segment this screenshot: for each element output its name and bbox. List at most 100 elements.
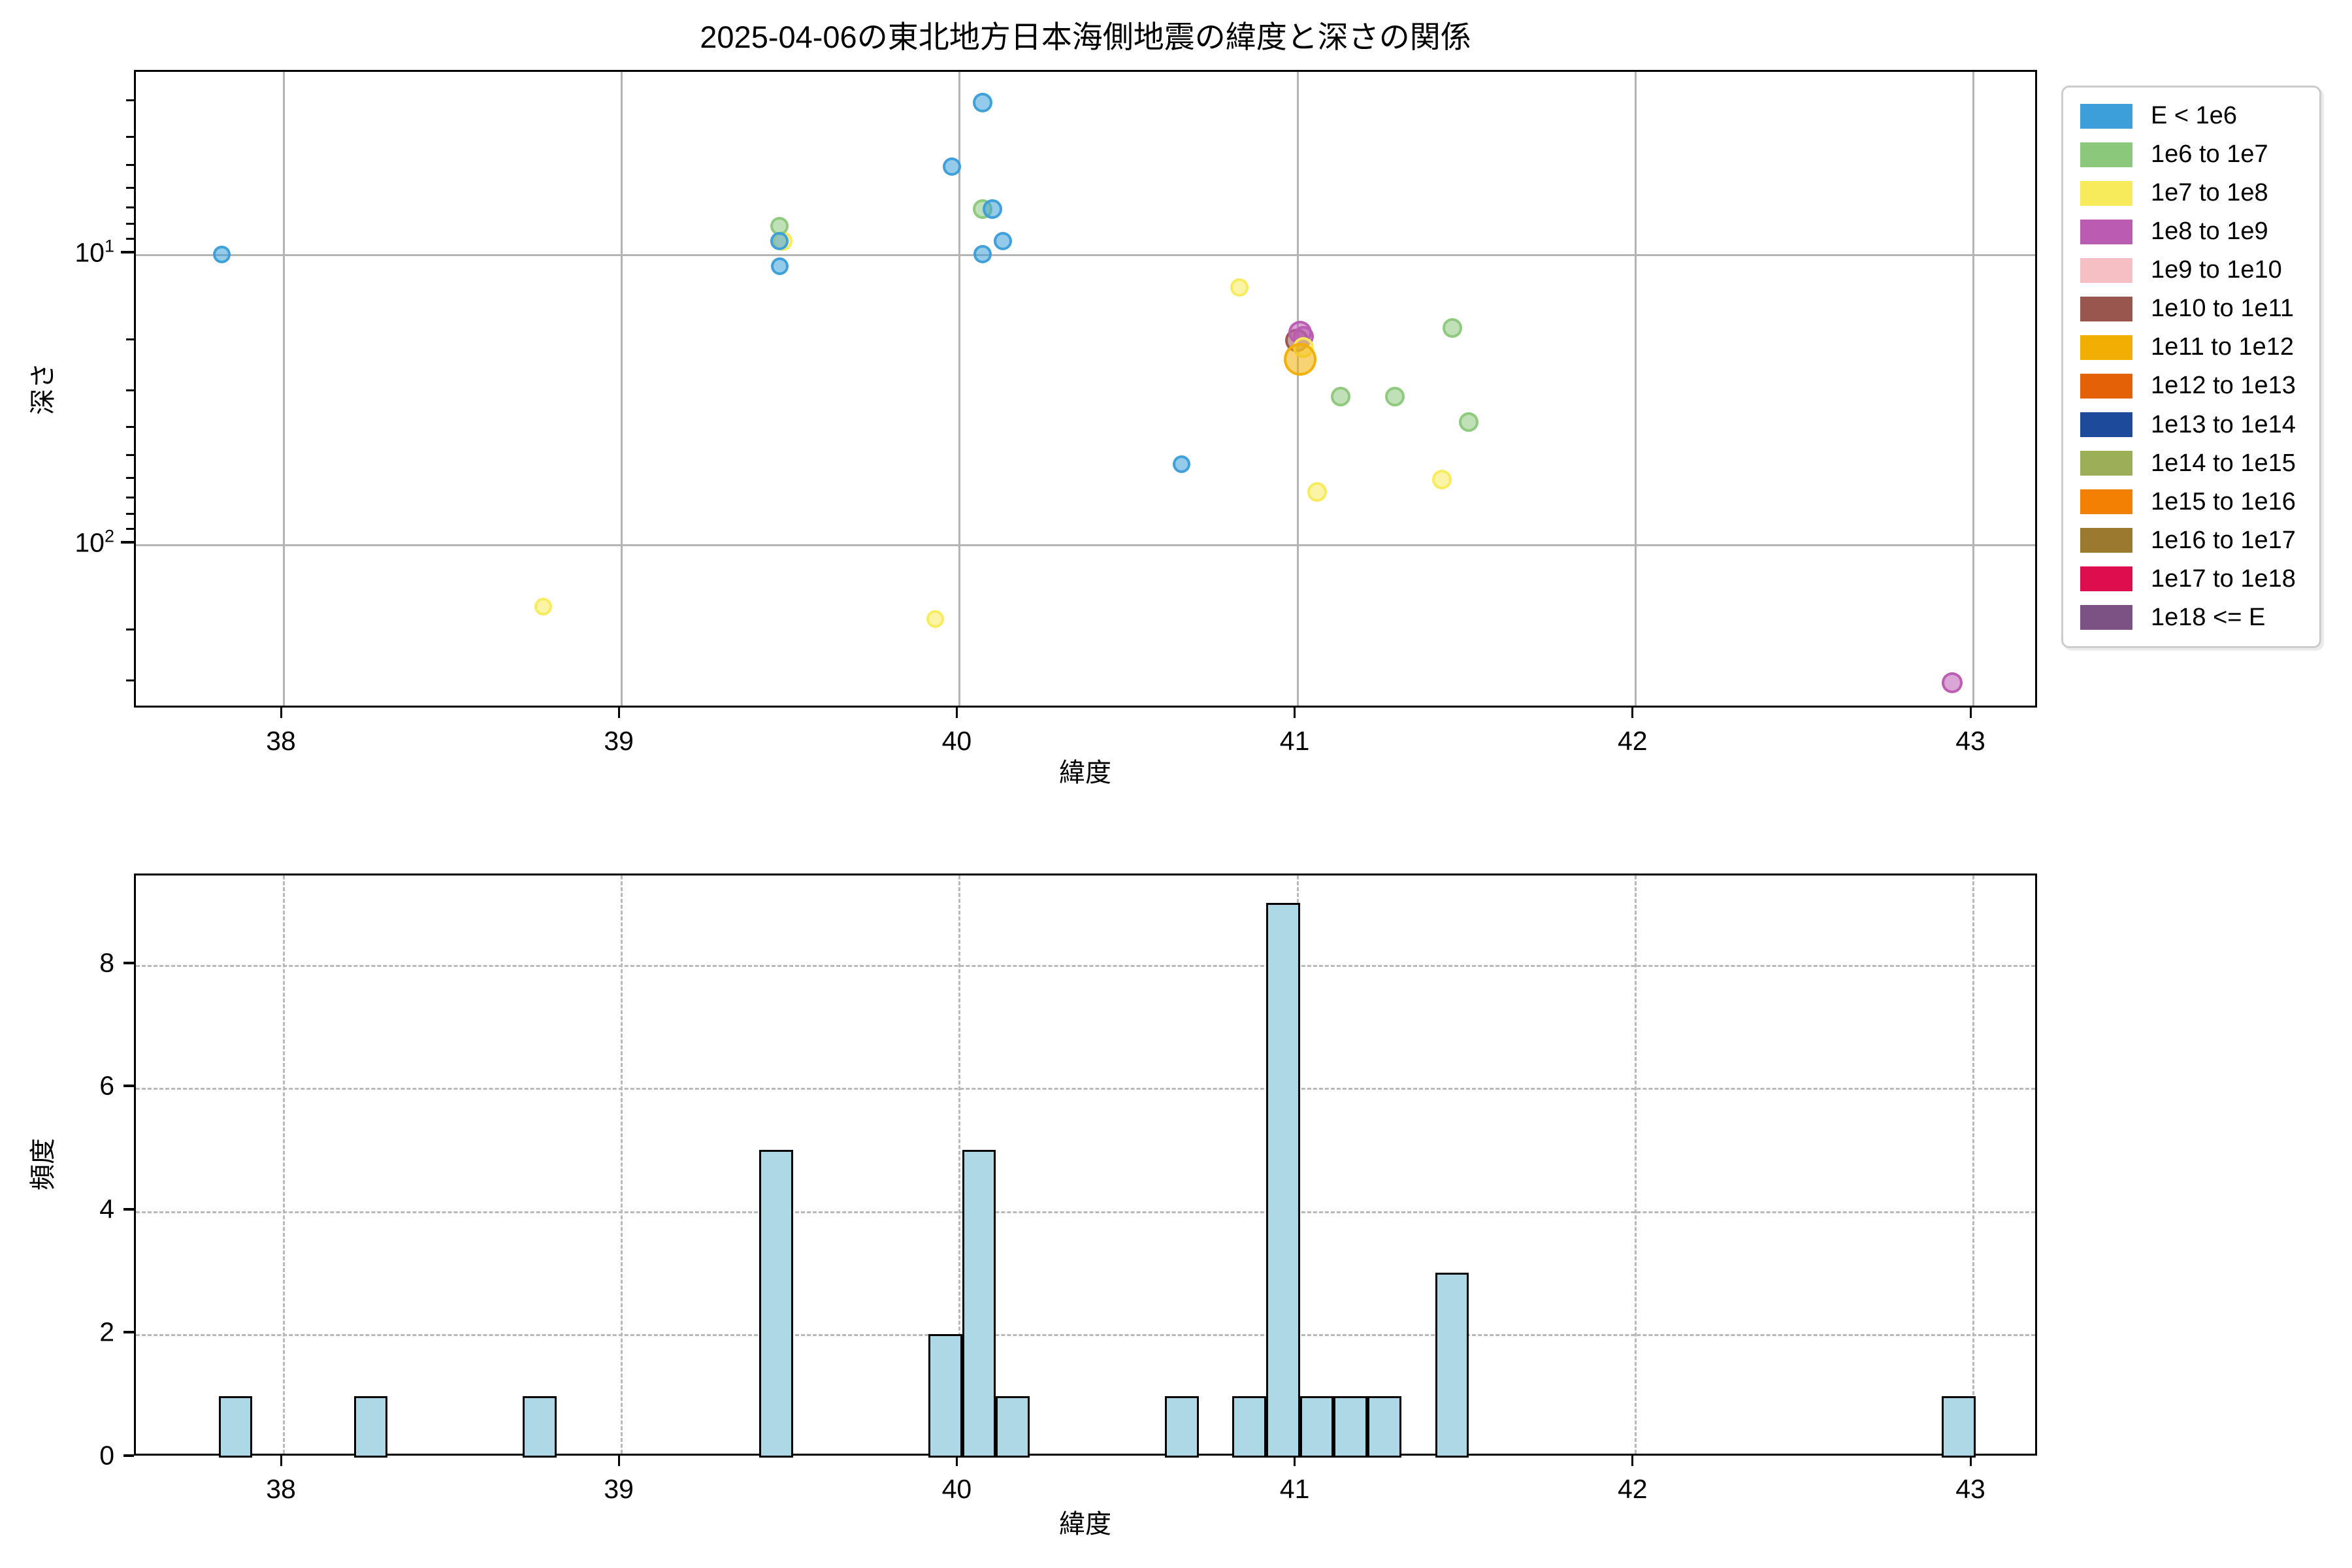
legend-label: 1e7 to 1e8 bbox=[2151, 179, 2268, 207]
legend-row: 1e17 to 1e18 bbox=[2080, 561, 2319, 597]
scatter-x-tick-label: 40 bbox=[941, 726, 972, 756]
scatter-point bbox=[770, 257, 789, 275]
hist-bar bbox=[1367, 1396, 1401, 1458]
scatter-y-tick-label: 102 bbox=[74, 526, 114, 558]
legend-swatch bbox=[2080, 605, 2132, 630]
scatter-x-tick-label: 41 bbox=[1279, 726, 1310, 756]
scatter-y-minor-tick bbox=[126, 496, 134, 498]
scatter-x-tick-label: 43 bbox=[1955, 726, 1985, 756]
legend-label: 1e13 to 1e14 bbox=[2151, 410, 2296, 438]
hist-x-tick bbox=[617, 1456, 620, 1466]
scatter-point bbox=[1307, 482, 1327, 502]
scatter-y-minor-tick bbox=[126, 135, 134, 138]
legend-label: 1e11 to 1e12 bbox=[2151, 333, 2295, 361]
hist-y-tick bbox=[123, 1085, 134, 1088]
scatter-plot bbox=[134, 70, 2037, 708]
scatter-point bbox=[1283, 342, 1316, 376]
scatter-gridline-vertical bbox=[283, 72, 285, 706]
hist-x-tick-label: 39 bbox=[604, 1474, 634, 1504]
legend-row: 1e15 to 1e16 bbox=[2080, 483, 2319, 520]
scatter-y-minor-tick bbox=[126, 186, 134, 189]
scatter-point bbox=[943, 157, 962, 176]
scatter-point bbox=[972, 92, 992, 112]
scatter-x-tick-label: 39 bbox=[604, 726, 634, 756]
scatter-x-tick bbox=[1631, 708, 1634, 718]
hist-y-tick bbox=[123, 1331, 134, 1334]
scatter-x-tick bbox=[955, 708, 958, 718]
hist-y-tick bbox=[123, 961, 134, 964]
scatter-point bbox=[1431, 470, 1452, 490]
scatter-y-axis-label: 深さ bbox=[29, 363, 57, 415]
legend-swatch bbox=[2080, 528, 2132, 553]
scatter-x-tick bbox=[617, 708, 620, 718]
legend-swatch bbox=[2080, 335, 2132, 360]
scatter-y-minor-tick bbox=[126, 389, 134, 392]
hist-bar bbox=[1232, 1396, 1267, 1458]
hist-gridline-vertical bbox=[283, 875, 285, 1454]
scatter-y-minor-tick bbox=[126, 238, 134, 240]
legend-swatch bbox=[2080, 566, 2132, 592]
hist-bar bbox=[759, 1149, 793, 1458]
scatter-x-tick bbox=[280, 708, 282, 718]
hist-bar bbox=[1333, 1396, 1368, 1458]
hist-x-tick-label: 40 bbox=[941, 1474, 972, 1504]
legend-row: 1e16 to 1e17 bbox=[2080, 522, 2319, 559]
legend-row: 1e12 to 1e13 bbox=[2080, 368, 2319, 404]
hist-x-tick-label: 42 bbox=[1617, 1474, 1648, 1504]
legend-label: 1e18 <= E bbox=[2151, 603, 2266, 631]
hist-x-tick bbox=[1294, 1456, 1296, 1466]
hist-gridline-horizontal bbox=[136, 964, 2035, 967]
scatter-point bbox=[213, 245, 231, 263]
hist-y-tick bbox=[123, 1454, 134, 1457]
hist-x-axis-label: 緯度 bbox=[1059, 1510, 1111, 1539]
scatter-point bbox=[973, 245, 992, 263]
legend-swatch bbox=[2080, 296, 2132, 321]
legend-label: E < 1e6 bbox=[2151, 102, 2238, 130]
hist-y-axis-label: 頻度 bbox=[29, 1138, 57, 1190]
hist-gridline-horizontal bbox=[136, 1334, 2035, 1337]
hist-x-tick-label: 38 bbox=[266, 1474, 296, 1504]
scatter-y-major-tick bbox=[121, 541, 134, 544]
legend-label: 1e10 to 1e11 bbox=[2151, 295, 2295, 323]
legend-label: 1e15 to 1e16 bbox=[2151, 487, 2296, 515]
hist-x-tick bbox=[280, 1456, 282, 1466]
scatter-gridline-horizontal bbox=[136, 254, 2035, 256]
scatter-point bbox=[1384, 387, 1405, 407]
legend-row: 1e13 to 1e14 bbox=[2080, 406, 2319, 443]
scatter-point bbox=[770, 216, 789, 235]
figure-title: 2025-04-06の東北地方日本海側地震の緯度と深さの関係 bbox=[700, 20, 1471, 54]
scatter-x-tick-label: 42 bbox=[1617, 726, 1648, 756]
scatter-gridline-vertical bbox=[621, 72, 623, 706]
scatter-x-tick-label: 38 bbox=[266, 726, 296, 756]
scatter-point bbox=[1330, 387, 1350, 407]
scatter-gridline-vertical bbox=[958, 72, 961, 706]
legend-row: 1e8 to 1e9 bbox=[2080, 214, 2319, 250]
scatter-point bbox=[534, 597, 552, 615]
legend-label: 1e8 to 1e9 bbox=[2151, 218, 2268, 246]
hist-bar bbox=[523, 1396, 557, 1458]
scatter-point bbox=[926, 610, 944, 628]
scatter-y-minor-tick bbox=[126, 453, 134, 456]
scatter-gridline-vertical bbox=[1972, 72, 1974, 706]
scatter-y-minor-tick bbox=[126, 206, 134, 208]
legend-row: 1e11 to 1e12 bbox=[2080, 329, 2319, 366]
scatter-y-minor-tick bbox=[126, 528, 134, 531]
legend-label: 1e9 to 1e10 bbox=[2151, 256, 2282, 284]
hist-x-tick bbox=[955, 1456, 958, 1466]
hist-gridline-vertical bbox=[1972, 875, 1974, 1454]
hist-bar bbox=[996, 1396, 1030, 1458]
scatter-x-tick bbox=[1294, 708, 1296, 718]
legend-row: 1e7 to 1e8 bbox=[2080, 175, 2319, 212]
scatter-x-axis-label: 緯度 bbox=[1059, 759, 1111, 787]
scatter-y-tick-label: 101 bbox=[74, 236, 114, 268]
legend-row: 1e14 to 1e15 bbox=[2080, 445, 2319, 482]
scatter-y-minor-tick bbox=[126, 425, 134, 428]
scatter-y-minor-tick bbox=[126, 223, 134, 225]
hist-bar bbox=[218, 1396, 253, 1458]
scatter-y-minor-tick bbox=[126, 338, 134, 341]
scatter-x-tick bbox=[1969, 708, 1972, 718]
hist-bar bbox=[962, 1149, 996, 1458]
legend-row: 1e18 <= E bbox=[2080, 599, 2319, 636]
legend-swatch bbox=[2080, 142, 2132, 167]
